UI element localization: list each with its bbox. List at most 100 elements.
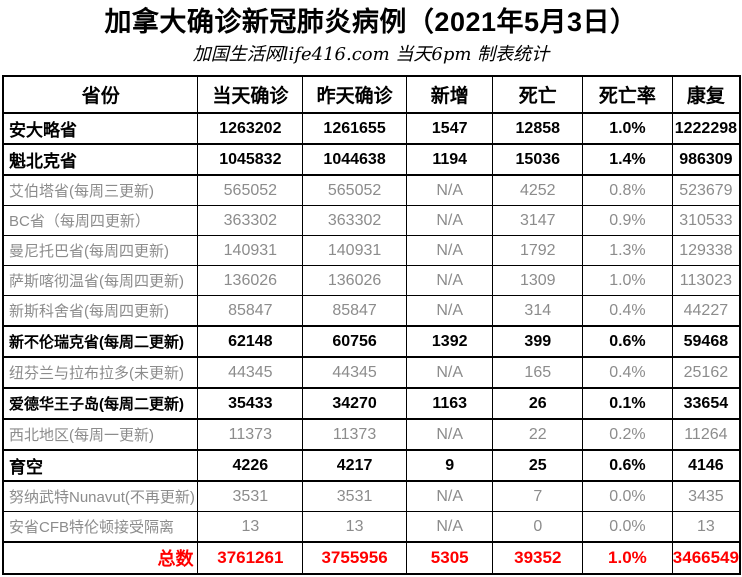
province-cell: 西北地区(每周一更新) [2, 418, 199, 451]
value-cell: 3147 [492, 205, 584, 236]
header-row: 省份 当天确诊 昨天确诊 新增 死亡 死亡率 康复 [2, 75, 741, 114]
value-cell: 140931 [302, 235, 407, 266]
table-row: 艾伯塔省(每周三更新) 565052 565052 N/A 4252 0.8% 523679 [2, 174, 741, 206]
table-row: 安省CFB特伦顿接受隔离 13 13 N/A 0 0.0% 13 [2, 511, 741, 543]
province-cell: 纽芬兰与拉布拉多(未更新) [2, 356, 199, 389]
table-row: 纽芬兰与拉布拉多(未更新) 44345 44345 N/A 165 0.4% 25162 [2, 356, 741, 389]
value-cell: 44345 [302, 356, 407, 389]
province-cell: 魁北克省 [2, 143, 199, 176]
value-cell: 1194 [405, 143, 494, 176]
column-header-deaths: 死亡 [492, 75, 584, 114]
table-row: 魁北克省 1045832 1044638 1194 15036 1.4% 986309 [2, 143, 741, 176]
value-cell: 11373 [197, 418, 304, 451]
province-cell: 艾伯塔省(每周三更新) [2, 174, 199, 206]
value-cell: 1792 [492, 235, 584, 266]
value-cell: 0.1% [582, 387, 673, 420]
value-cell: 13 [302, 511, 407, 543]
table-row: 爱德华王子岛(每周二更新) 35433 34270 1163 26 0.1% 33654 [2, 387, 741, 420]
value-cell: 39352 [492, 541, 584, 575]
value-cell: 0 [492, 511, 584, 543]
column-header-today: 当天确诊 [197, 75, 304, 114]
covid-stats-table: 省份 当天确诊 昨天确诊 新增 死亡 死亡率 康复 安大略省 1263202 126… [2, 75, 741, 575]
value-cell: 35433 [197, 387, 304, 420]
value-cell: N/A [405, 295, 494, 327]
value-cell: N/A [405, 174, 494, 206]
value-cell: 3435 [671, 480, 741, 512]
province-cell: 爱德华王子岛(每周二更新) [2, 387, 199, 420]
table-row: 努纳武特Nunavut(不再更新) 3531 3531 N/A 7 0.0% 3435 [2, 480, 741, 512]
value-cell: 986309 [671, 143, 741, 176]
value-cell: 1.0% [582, 265, 673, 296]
value-cell: N/A [405, 205, 494, 236]
value-cell: 1.4% [582, 143, 673, 176]
value-cell: 136026 [302, 265, 407, 296]
value-cell: 523679 [671, 174, 741, 206]
value-cell: 136026 [197, 265, 304, 296]
value-cell: 0.9% [582, 205, 673, 236]
value-cell: 15036 [492, 143, 584, 176]
value-cell: 3466549 [671, 541, 741, 575]
value-cell: 140931 [197, 235, 304, 266]
value-cell: 1547 [405, 112, 494, 145]
value-cell: N/A [405, 235, 494, 266]
value-cell: 4252 [492, 174, 584, 206]
page-subtitle: 加国生活网life416.com 当天6pm 制表统计 [192, 44, 550, 65]
value-cell: 0.4% [582, 356, 673, 389]
value-cell: 12858 [492, 112, 584, 145]
value-cell: 363302 [197, 205, 304, 236]
total-row: 总数 3761261 3755956 5305 39352 1.0% 3466549 [2, 541, 741, 575]
value-cell: 1163 [405, 387, 494, 420]
value-cell: 13 [671, 511, 741, 543]
value-cell: N/A [405, 265, 494, 296]
value-cell: 34270 [302, 387, 407, 420]
value-cell: 9 [405, 449, 494, 482]
value-cell: 4146 [671, 449, 741, 482]
value-cell: 1.0% [582, 541, 673, 575]
value-cell: 0.0% [582, 480, 673, 512]
value-cell: 4226 [197, 449, 304, 482]
value-cell: 44227 [671, 295, 741, 327]
table-row: 西北地区(每周一更新) 11373 11373 N/A 22 0.2% 11264 [2, 418, 741, 451]
value-cell: 0.4% [582, 295, 673, 327]
value-cell: 0.0% [582, 511, 673, 543]
province-cell: 新斯科舍省(每周四更新) [2, 295, 199, 327]
value-cell: 44345 [197, 356, 304, 389]
value-cell: 11373 [302, 418, 407, 451]
value-cell: 5305 [405, 541, 494, 575]
value-cell: 85847 [197, 295, 304, 327]
value-cell: 363302 [302, 205, 407, 236]
province-cell: 安省CFB特伦顿接受隔离 [2, 511, 199, 543]
value-cell: 59468 [671, 325, 741, 358]
value-cell: 565052 [197, 174, 304, 206]
value-cell: 85847 [302, 295, 407, 327]
value-cell: 1261655 [302, 112, 407, 145]
value-cell: 4217 [302, 449, 407, 482]
value-cell: 33654 [671, 387, 741, 420]
value-cell: 1263202 [197, 112, 304, 145]
value-cell: 129338 [671, 235, 741, 266]
province-cell: 萨斯喀彻温省(每周四更新) [2, 265, 199, 296]
value-cell: 310533 [671, 205, 741, 236]
value-cell: N/A [405, 418, 494, 451]
value-cell: 62148 [197, 325, 304, 358]
value-cell: 3531 [197, 480, 304, 512]
value-cell: 1309 [492, 265, 584, 296]
table-row: BC省（每周四更新） 363302 363302 N/A 3147 0.9% 310533 [2, 205, 741, 236]
value-cell: 3531 [302, 480, 407, 512]
value-cell: 1222298 [671, 112, 741, 145]
province-cell: 新不伦瑞克省(每周二更新) [2, 325, 199, 358]
value-cell: 1392 [405, 325, 494, 358]
province-cell: BC省（每周四更新） [2, 205, 199, 236]
value-cell: 22 [492, 418, 584, 451]
column-header-recovered: 康复 [671, 75, 741, 114]
value-cell: 0.2% [582, 418, 673, 451]
page-title: 加拿大确诊新冠肺炎病例（2021年5月3日） [104, 7, 638, 37]
value-cell: 3755956 [302, 541, 407, 575]
province-cell: 育空 [2, 449, 199, 482]
value-cell: 565052 [302, 174, 407, 206]
table-header: 省份 当天确诊 昨天确诊 新增 死亡 死亡率 康复 [2, 75, 741, 114]
value-cell: 26 [492, 387, 584, 420]
table-row: 萨斯喀彻温省(每周四更新) 136026 136026 N/A 1309 1.0% 1130… [2, 265, 741, 296]
column-header-province: 省份 [2, 75, 199, 114]
province-cell: 总数 [2, 541, 199, 575]
